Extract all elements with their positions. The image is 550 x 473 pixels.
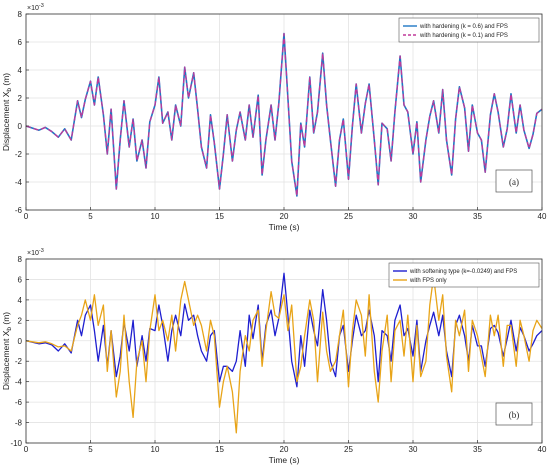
y-tick-label: 4 <box>18 66 23 75</box>
y-tick-label: 8 <box>18 10 23 19</box>
y-tick-label: 0 <box>18 122 23 131</box>
x-tick-label: 35 <box>473 445 482 454</box>
x-tick-label: 25 <box>344 445 353 454</box>
legend-box <box>388 262 540 288</box>
y-axis-label: Displacement Xb (m) <box>1 312 13 390</box>
y-tick-label: -6 <box>15 206 23 215</box>
x-tick-label: 30 <box>409 212 418 221</box>
x-axis-label: Time (s) <box>269 222 300 232</box>
y-tick-label: -4 <box>15 178 23 187</box>
chart-panel-b: 0 5 10 15 20 25 30 35 40 -10 -8 -6 -4 -2 0 2 4 6 8 ×10-3 Tim… <box>1 248 547 465</box>
x-tick-label: 10 <box>151 212 160 221</box>
x-tick-label: 0 <box>24 212 29 221</box>
y-tick-label: -2 <box>15 150 23 159</box>
legend: with hardening (k = 0.6) and FPS with har… <box>398 17 540 43</box>
y-tick-label: -4 <box>15 378 23 387</box>
x-tick-label: 5 <box>88 445 93 454</box>
x-tick-label: 40 <box>538 445 547 454</box>
x-tick-label: 15 <box>215 212 224 221</box>
y-tick-label: 4 <box>18 296 23 305</box>
x-tick-label: 40 <box>538 212 547 221</box>
y-tick-label: 8 <box>18 255 23 264</box>
legend-label-1: with hardening (k = 0.6) and FPS <box>419 24 508 30</box>
x-tick-label: 25 <box>344 212 353 221</box>
y-axis-label: Displacement Xb (m) <box>1 73 13 151</box>
chart-panel-a: 0 5 10 15 20 25 30 35 40 -6 -4 -2 0 2 4 6 8 ×10-3 Time (s)… <box>1 3 547 232</box>
x-axis-label: Time (s) <box>269 455 300 465</box>
y-tick-label: 2 <box>18 316 23 325</box>
y-tick-label: 6 <box>18 275 23 284</box>
panel-label: (b) <box>509 410 520 420</box>
legend-box <box>398 17 540 43</box>
y-tick-label: 0 <box>18 337 23 346</box>
x-tick-label: 20 <box>280 445 289 454</box>
x-tick-label: 10 <box>151 445 160 454</box>
x-tick-label: 30 <box>409 445 418 454</box>
panel-label: (a) <box>509 177 519 187</box>
y-tick-label: -2 <box>15 357 23 366</box>
y-tick-label: 2 <box>18 94 23 103</box>
x-tick-label: 0 <box>24 445 29 454</box>
x-tick-label: 5 <box>88 212 93 221</box>
legend: with softening type (k=-0.0249) and FPS w… <box>388 262 540 288</box>
y-exponent-label: ×10-3 <box>27 248 44 257</box>
legend-label-2: with hardening (k = 0.1) and FPS <box>419 33 508 39</box>
legend-label-2: with FPS only <box>409 278 447 284</box>
legend-label-1: with softening type (k=-0.0249) and FPS <box>409 269 517 275</box>
series-line-1 <box>25 272 543 388</box>
y-tick-label: 6 <box>18 38 23 47</box>
y-tick-label: -6 <box>15 398 23 407</box>
series-line-2 <box>25 275 543 434</box>
x-tick-label: 20 <box>280 212 289 221</box>
series-line-2 <box>25 32 543 197</box>
panel-label-box <box>495 402 533 426</box>
y-exponent-label: ×10-3 <box>27 3 44 12</box>
y-tick-label: -8 <box>15 419 23 428</box>
x-tick-label: 15 <box>215 445 224 454</box>
y-tick-label: -10 <box>10 439 22 448</box>
x-tick-label: 35 <box>473 212 482 221</box>
panel-label-box <box>495 169 533 193</box>
